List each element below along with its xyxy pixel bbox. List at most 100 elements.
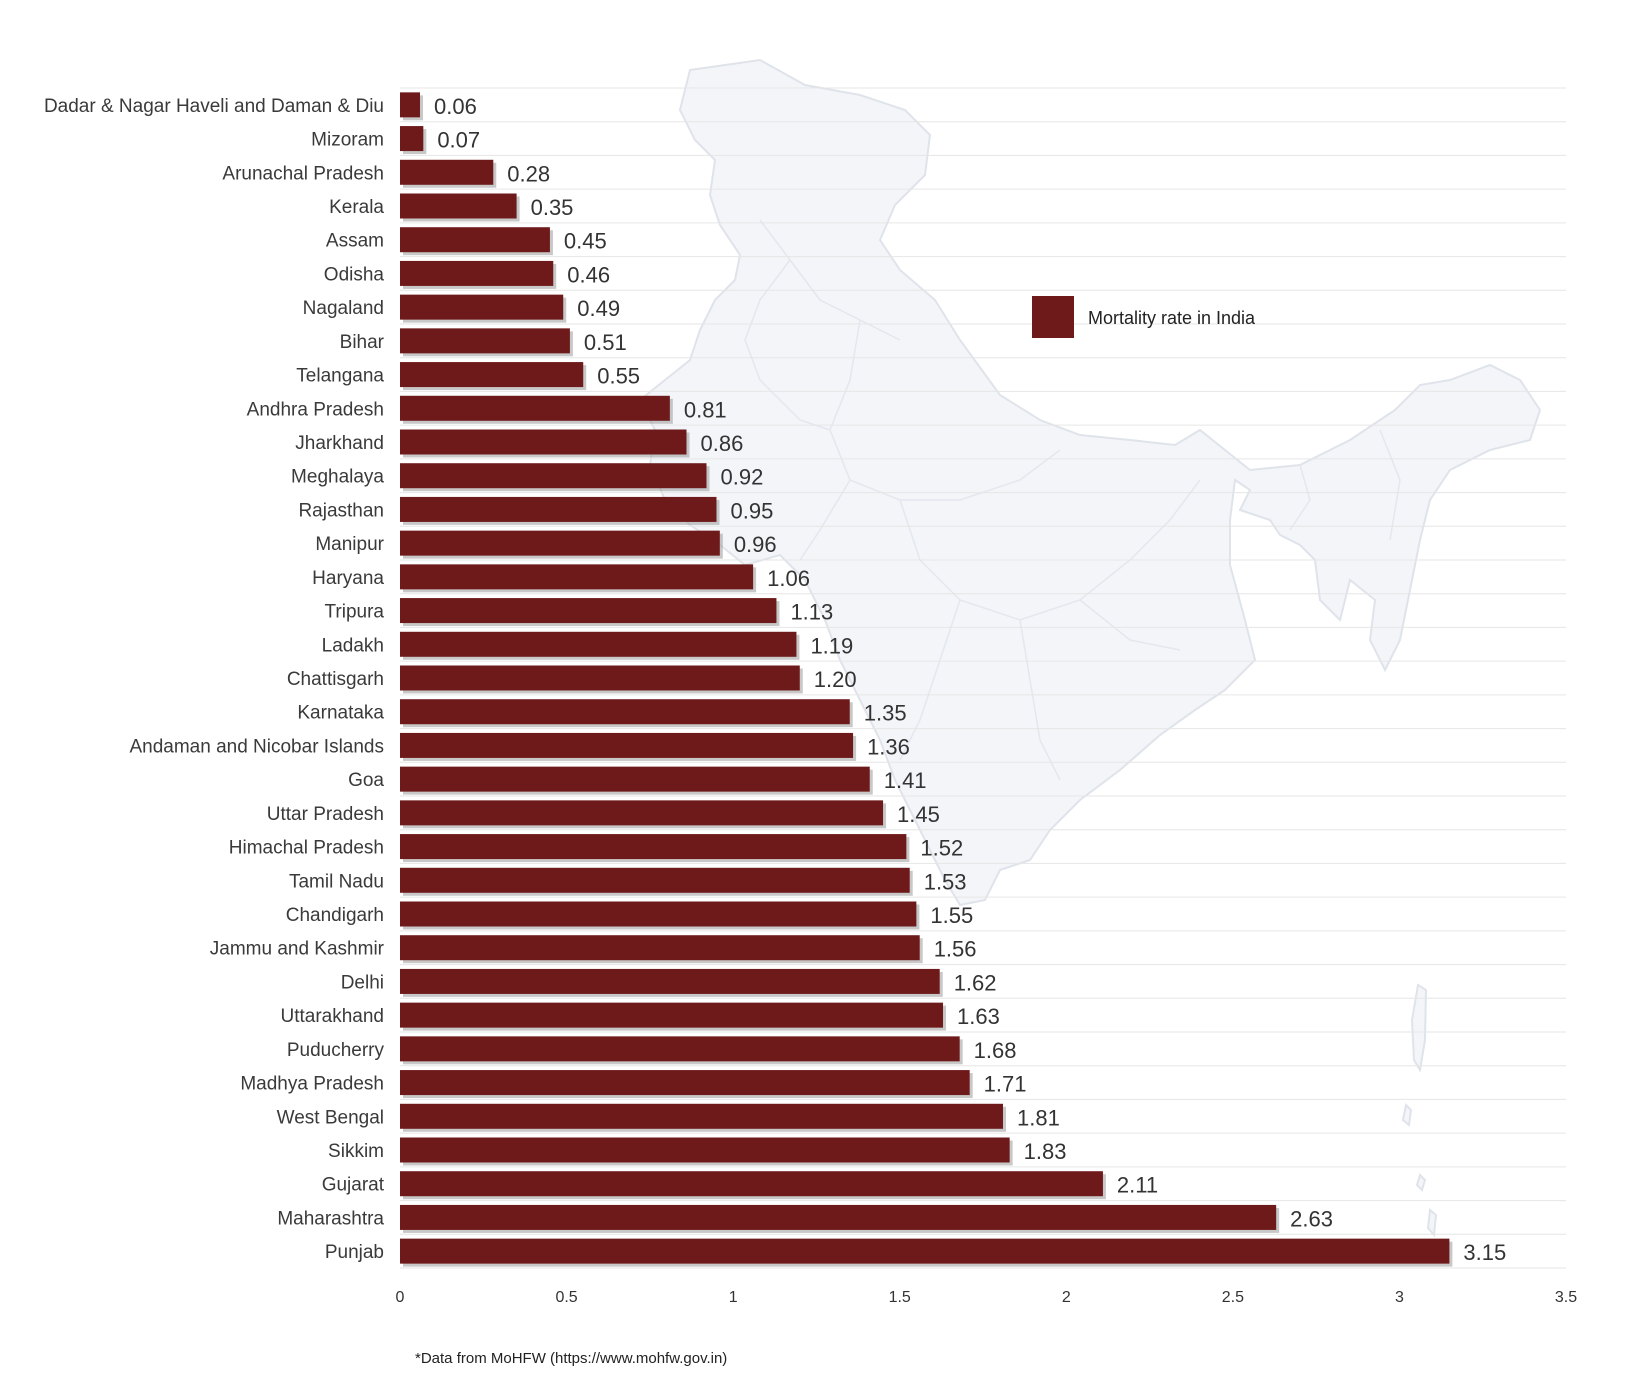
category-label: Jharkhand xyxy=(295,433,384,454)
bar xyxy=(400,800,884,826)
bar xyxy=(400,159,494,185)
category-label: Jammu and Kashmir xyxy=(210,939,385,960)
bar xyxy=(400,193,517,219)
category-label: Maharashtra xyxy=(277,1208,384,1229)
category-label: Assam xyxy=(326,231,384,252)
bar xyxy=(400,564,754,590)
bar xyxy=(400,1103,1003,1129)
data-label: 1.06 xyxy=(767,566,810,591)
data-label: 2.63 xyxy=(1290,1206,1333,1231)
bar xyxy=(400,1171,1103,1197)
category-label: Haryana xyxy=(312,568,384,589)
category-label: Gujarat xyxy=(322,1175,385,1196)
data-label: 1.19 xyxy=(810,633,853,658)
bar xyxy=(400,496,717,522)
data-label: 0.46 xyxy=(567,262,610,287)
bar xyxy=(400,631,797,657)
data-label: 1.35 xyxy=(864,701,907,726)
data-label: 1.81 xyxy=(1017,1105,1060,1130)
data-label: 1.56 xyxy=(934,937,977,962)
data-label: 1.83 xyxy=(1024,1139,1067,1164)
data-label: 1.55 xyxy=(930,903,973,928)
legend-swatch xyxy=(1032,296,1074,338)
data-label: 0.95 xyxy=(730,498,773,523)
category-label: Madhya Pradesh xyxy=(240,1074,384,1095)
category-label: Puducherry xyxy=(287,1040,385,1061)
category-label: Ladakh xyxy=(322,635,384,656)
bar xyxy=(400,395,670,421)
bar xyxy=(400,867,910,893)
bar xyxy=(400,901,917,927)
data-label: 1.63 xyxy=(957,1004,1000,1029)
category-label: Odisha xyxy=(324,264,385,285)
category-label: Uttarakhand xyxy=(280,1006,384,1027)
bar xyxy=(400,463,707,489)
x-tick-label: 1.5 xyxy=(889,1289,911,1306)
bar xyxy=(400,834,907,860)
category-label: Uttar Pradesh xyxy=(267,804,384,825)
data-label: 0.06 xyxy=(434,94,477,119)
bar xyxy=(400,429,687,455)
category-label: Chattisgarh xyxy=(287,669,384,690)
category-label: Rajasthan xyxy=(298,500,384,521)
bar xyxy=(400,935,920,961)
x-tick-label: 2.5 xyxy=(1222,1289,1244,1306)
category-label: Kerala xyxy=(329,197,384,218)
data-label: 1.36 xyxy=(867,734,910,759)
andaman-islands-shape xyxy=(1410,983,1428,1073)
category-label: Telangana xyxy=(296,366,384,387)
category-label: West Bengal xyxy=(277,1107,384,1128)
bar xyxy=(400,1002,944,1028)
data-label: 0.96 xyxy=(734,532,777,557)
x-tick-label: 3.5 xyxy=(1555,1289,1577,1306)
data-label: 1.62 xyxy=(954,970,997,995)
category-label: Bihar xyxy=(340,332,385,353)
category-label: Manipur xyxy=(315,534,384,555)
data-label: 1.45 xyxy=(897,802,940,827)
data-label: 0.49 xyxy=(577,296,620,321)
category-label: Goa xyxy=(348,770,384,791)
data-label: 1.13 xyxy=(790,600,833,625)
x-tick-label: 2 xyxy=(1062,1289,1071,1306)
bar xyxy=(400,732,854,758)
bar xyxy=(400,260,554,286)
data-label: 0.28 xyxy=(507,161,550,186)
data-label: 1.71 xyxy=(984,1072,1027,1097)
bar xyxy=(400,766,870,792)
data-label: 0.81 xyxy=(684,397,727,422)
india-map-state-border xyxy=(744,219,1401,781)
bar xyxy=(400,1238,1450,1264)
bar xyxy=(400,362,584,388)
data-label: 0.86 xyxy=(701,431,744,456)
data-label: 1.52 xyxy=(920,836,963,861)
x-tick-label: 0 xyxy=(396,1289,405,1306)
bar xyxy=(400,126,424,152)
bar xyxy=(400,699,850,725)
data-label: 1.68 xyxy=(974,1038,1017,1063)
data-label: 0.51 xyxy=(584,330,627,355)
category-labels: Dadar & Nagar Haveli and Daman & Diu Mizo… xyxy=(44,96,385,1263)
bar xyxy=(400,1204,1277,1230)
data-label: 2.11 xyxy=(1117,1173,1158,1198)
bar xyxy=(400,1137,1010,1163)
category-label: Himachal Pradesh xyxy=(229,838,384,859)
category-label: Punjab xyxy=(325,1242,384,1263)
x-tick-label: 1 xyxy=(729,1289,738,1306)
footnote: *Data from MoHFW (https://www.mohfw.gov.… xyxy=(415,1350,727,1367)
data-label: 0.45 xyxy=(564,229,607,254)
category-label: Nagaland xyxy=(303,298,384,319)
data-label: 0.55 xyxy=(597,364,640,389)
category-label: Delhi xyxy=(341,972,384,993)
category-label: Meghalaya xyxy=(291,467,384,488)
bar xyxy=(400,294,564,320)
category-label: Dadar & Nagar Haveli and Daman & Diu xyxy=(44,96,384,117)
bar xyxy=(400,1070,970,1096)
data-label: 0.92 xyxy=(720,465,763,490)
bar xyxy=(400,530,720,556)
value-labels: 0.06 0.07 0.28 0.35 0.45 0.46 0.49 0.51 0.55 0.81… xyxy=(434,94,1506,1265)
data-label: 0.35 xyxy=(531,195,574,220)
bar xyxy=(400,227,550,253)
data-label: 0.07 xyxy=(437,128,480,153)
